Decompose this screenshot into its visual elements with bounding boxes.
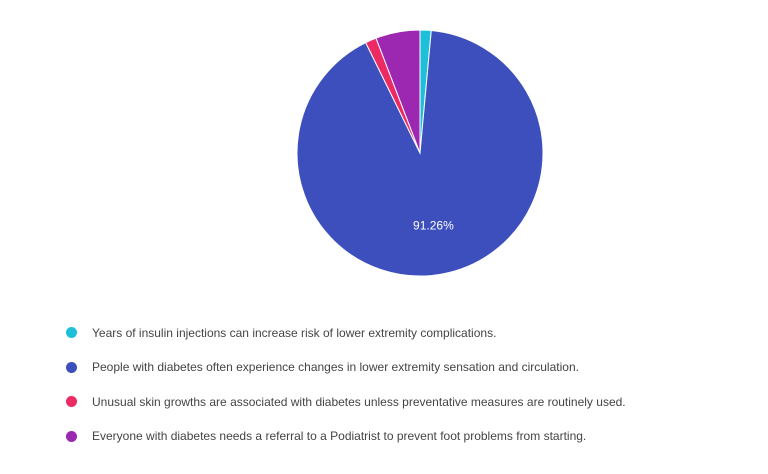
pie-chart: 91.26%: [296, 29, 544, 277]
legend-item-podiatrist-referral[interactable]: Everyone with diabetes needs a referral …: [66, 428, 626, 445]
legend-label-insulin-injections: Years of insulin injections can increase…: [92, 325, 497, 340]
legend-item-insulin-injections[interactable]: Years of insulin injections can increase…: [66, 324, 626, 341]
legend-label-sensation-circulation: People with diabetes often experience ch…: [92, 360, 579, 374]
legend-swatch-sensation-circulation: [66, 361, 77, 373]
legend-label-skin-growths: Unusual skin growths are associated with…: [92, 394, 626, 409]
legend-item-skin-growths[interactable]: Unusual skin growths are associated with…: [66, 393, 626, 410]
pie-slice-sensation-circulation[interactable]: [296, 29, 544, 277]
legend-label-podiatrist-referral: Everyone with diabetes needs a referral …: [92, 429, 587, 443]
pie-slice-labels: 91.26%: [413, 219, 454, 233]
chart-legend: Years of insulin injections can increase…: [66, 324, 626, 462]
legend-swatch-skin-growths: [66, 396, 77, 407]
pie-slice-podiatrist-referral[interactable]: [375, 29, 421, 154]
legend-swatch-podiatrist-referral: [66, 430, 77, 442]
legend-swatch-insulin-injections: [66, 327, 77, 338]
pie-slices: [296, 29, 544, 277]
pie-slice-label-sensation-circulation: 91.26%: [413, 219, 454, 233]
legend-item-sensation-circulation[interactable]: People with diabetes often experience ch…: [66, 359, 626, 376]
